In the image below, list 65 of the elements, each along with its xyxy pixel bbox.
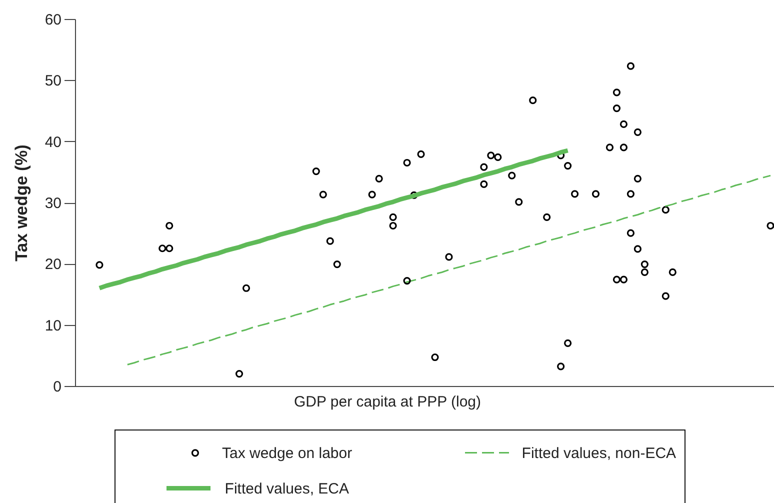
point [620, 276, 628, 284]
point [480, 180, 488, 188]
point [640, 268, 648, 276]
point [431, 353, 439, 362]
point [96, 261, 104, 269]
point [480, 163, 488, 171]
point [626, 190, 635, 198]
point [508, 172, 516, 180]
point [606, 144, 614, 152]
point [389, 213, 397, 221]
point [634, 174, 642, 182]
point [375, 174, 383, 182]
point [445, 253, 453, 261]
point [592, 190, 600, 198]
y-tick-label: 50 [44, 72, 62, 90]
point [529, 96, 537, 104]
point [389, 222, 397, 230]
point [662, 206, 670, 214]
point [403, 277, 411, 285]
point [570, 190, 579, 198]
y-tick-label: 20 [44, 256, 62, 274]
point [319, 190, 327, 198]
legend-label: Fitted values, ECA [224, 480, 350, 498]
point [662, 292, 670, 300]
point [766, 222, 774, 230]
legend-label: Tax wedge on labor [222, 444, 352, 462]
point [634, 245, 642, 253]
point [612, 104, 621, 112]
point [620, 120, 628, 128]
point [564, 339, 572, 347]
point [626, 62, 635, 70]
y-axis-title: Tax wedge (%) [12, 144, 31, 262]
x-axis-title: GDP per capita at PPP (log) [294, 394, 482, 410]
point [158, 244, 166, 252]
point [417, 150, 425, 158]
y-tick-label: 40 [44, 134, 62, 151]
point [612, 88, 621, 96]
point [564, 162, 572, 170]
line-series [126, 174, 772, 366]
point [487, 152, 495, 160]
legend-label: Fitted values, non-ECA [522, 444, 676, 462]
point [166, 222, 174, 230]
point [166, 244, 174, 252]
point [634, 128, 642, 136]
point [403, 158, 411, 167]
y-tick-label: 0 [53, 378, 62, 396]
line-series [97, 148, 570, 290]
point [612, 276, 621, 284]
point [620, 144, 628, 152]
point [557, 362, 565, 370]
point [235, 370, 244, 378]
point [312, 168, 320, 176]
point [368, 190, 376, 198]
point [640, 260, 648, 268]
point [543, 213, 551, 221]
y-tick-label: 60 [44, 12, 62, 28]
y-tick-label: 10 [44, 317, 62, 334]
point [333, 260, 341, 268]
y-tick-label: 30 [44, 195, 62, 212]
point [242, 284, 250, 292]
point [626, 229, 635, 237]
point [326, 237, 334, 245]
point [668, 268, 676, 276]
point [515, 198, 523, 206]
point [494, 153, 502, 162]
